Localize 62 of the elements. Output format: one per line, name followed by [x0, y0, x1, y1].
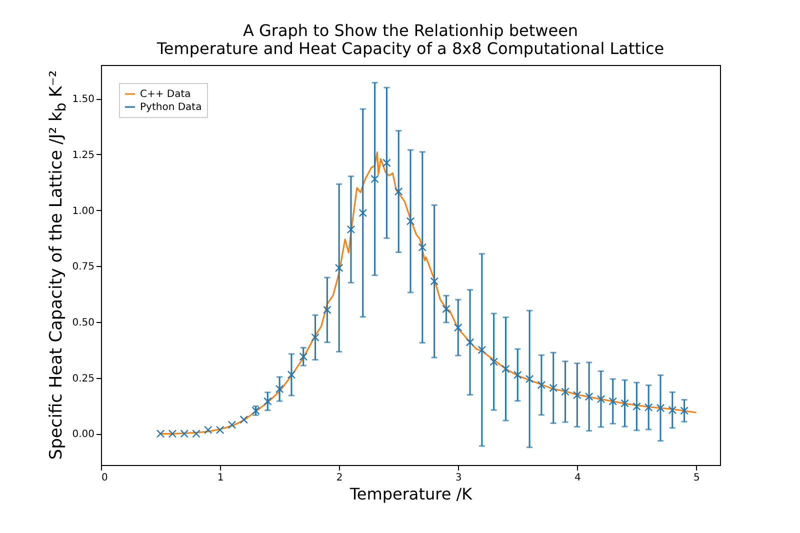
point [549, 384, 558, 392]
point [561, 388, 570, 396]
point [311, 333, 320, 342]
line-series [160, 151, 697, 434]
point [204, 426, 212, 434]
point [478, 346, 486, 354]
x-tick-label: 5 [694, 472, 700, 484]
point [502, 364, 510, 374]
y-tick-label: 1.00 [72, 206, 94, 217]
point [584, 392, 594, 401]
point [537, 380, 546, 390]
point [334, 264, 344, 272]
point [382, 158, 391, 168]
point [466, 338, 474, 346]
chart-title: A Graph to Show the Relationhip between Temperature and Heat Capacity of a 8x8 Computational Lattice [156, 21, 664, 58]
x-tick-label: 4 [574, 472, 581, 484]
point [430, 277, 438, 286]
point [275, 384, 284, 394]
point [240, 416, 248, 424]
point [264, 397, 272, 406]
y-tick-label: 0.75 [72, 262, 94, 273]
y-tick-label: 0.25 [72, 373, 94, 384]
point [180, 430, 188, 438]
y-tick-label: 0.50 [72, 317, 94, 328]
legend-label: C++ Data [140, 89, 191, 100]
point [287, 370, 296, 379]
point [680, 406, 688, 415]
point [299, 352, 308, 361]
point [216, 426, 224, 434]
point [442, 304, 450, 314]
point [370, 174, 379, 184]
x-tick-label: 2 [336, 472, 343, 484]
point [514, 370, 522, 380]
y-tick-label: 0.00 [72, 429, 94, 440]
x-tick-label: 3 [455, 472, 462, 484]
point [346, 225, 356, 234]
point [608, 397, 617, 406]
x-axis-title: Temperature /K [348, 484, 473, 504]
point [620, 399, 629, 408]
x-tick-label: 1 [217, 472, 224, 484]
point [668, 406, 677, 414]
point [394, 187, 403, 196]
y-tick-label: 1.25 [72, 150, 94, 161]
y-tick-label: 1.50 [72, 94, 94, 106]
point [323, 306, 332, 314]
x-tick-label: 0 [102, 472, 108, 484]
point [573, 390, 582, 400]
point [192, 430, 200, 438]
point [656, 404, 665, 412]
point [156, 430, 165, 438]
point [454, 323, 462, 332]
point [596, 394, 606, 404]
point [525, 374, 534, 384]
point [632, 402, 641, 411]
point [644, 403, 653, 412]
point [168, 430, 177, 438]
point [490, 358, 498, 366]
legend-label: Python Data [140, 102, 202, 113]
point [406, 217, 415, 226]
point [418, 243, 427, 252]
point [228, 420, 236, 429]
point [358, 208, 368, 218]
